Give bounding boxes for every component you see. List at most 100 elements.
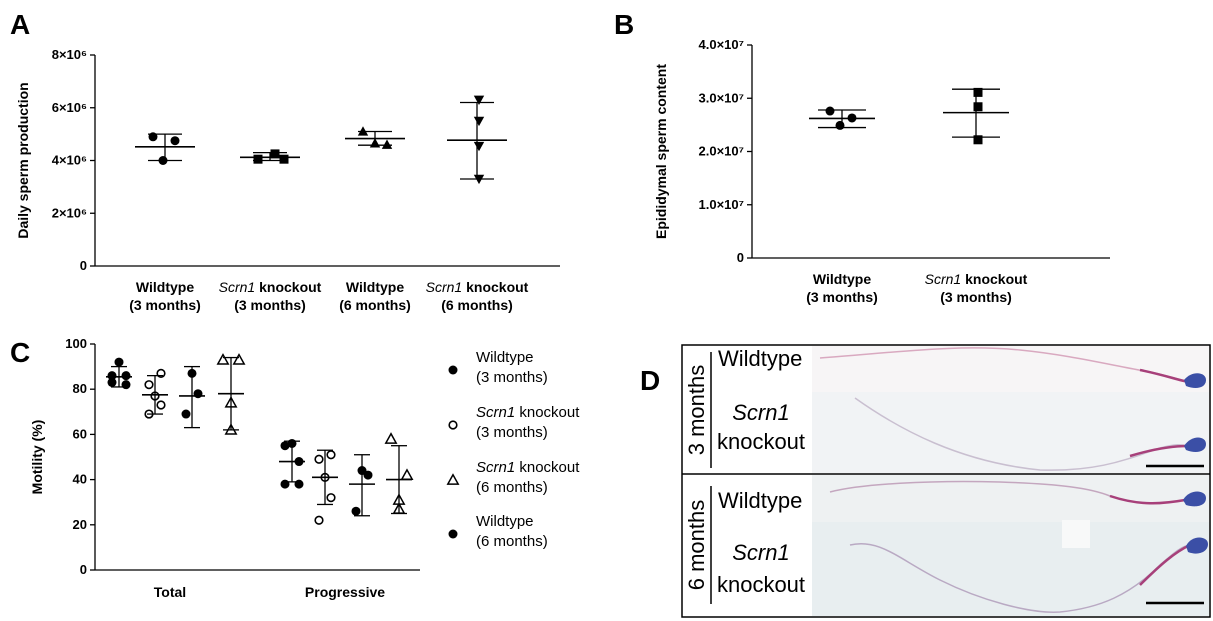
chart-b-y-title: Epididymal sperm content	[653, 64, 669, 239]
chart-c-point	[384, 432, 398, 444]
chart-c-legend-marker	[446, 473, 460, 485]
chart-c-point	[121, 380, 131, 390]
row-age-6-months: 6 months	[684, 500, 709, 591]
chart-a-y-title: Daily sperm production	[15, 82, 31, 238]
sperm-head-6m-ko	[1186, 537, 1208, 554]
chart-b-point	[825, 106, 835, 116]
chart-a-category-label: Scrn1 knockout	[219, 279, 322, 295]
chart-b-category-label: Wildtype	[813, 271, 871, 287]
chart-a-point	[473, 95, 485, 106]
chart-b-ytick-label: 2.0×10⁷	[699, 144, 745, 159]
chart-b-point	[973, 102, 983, 112]
micrograph-3m-wildtype	[812, 346, 1209, 392]
chart-b-ytick-label: 4.0×10⁷	[699, 37, 745, 52]
chart-c-point	[156, 400, 166, 410]
chart-c-point	[400, 468, 414, 480]
chart-c-point	[193, 389, 203, 399]
chart-c-legend-text: Wildtype	[476, 513, 534, 530]
chart-a-ytick-label: 2×10⁶	[52, 205, 87, 220]
chart-c-legend-gene: Scrn1	[476, 404, 515, 421]
label-3m-ko-gene: Scrn1	[732, 400, 789, 425]
chart-c-legend-text: knockout	[515, 404, 580, 421]
chart-b-category-age: (3 months)	[940, 289, 1012, 305]
sperm-midpiece-3m-ko	[1129, 444, 1189, 458]
chart-a-category-age: (3 months)	[234, 297, 306, 313]
chart-c-point	[326, 450, 336, 460]
chart-b-category-label: Scrn1 knockout	[925, 271, 1028, 287]
chart-c-legend-age: (6 months)	[476, 479, 548, 496]
chart-b-point	[835, 120, 845, 130]
chart-a-category-label: Scrn1 knockout	[426, 279, 529, 295]
chart-a-category-text: knockout	[255, 279, 321, 295]
chart-a-category-text: Wildtype	[346, 279, 404, 295]
micrograph-artifact	[1062, 520, 1090, 548]
chart-b-category-age: (3 months)	[806, 289, 878, 305]
sperm-midpiece-6m-wt	[1109, 494, 1186, 505]
chart-c-legend-marker	[448, 365, 458, 375]
chart-c-ytick-label: 80	[73, 381, 87, 396]
panel-label-d: D	[640, 365, 660, 396]
chart-c-point	[216, 353, 230, 365]
chart-a-ytick-label: 0	[80, 258, 87, 273]
chart-a-category-age: (6 months)	[441, 297, 513, 313]
chart-c-legend-text: Wildtype	[476, 349, 534, 366]
label-6m-ko-word: knockout	[717, 572, 805, 597]
chart-c-point	[351, 506, 361, 516]
chart-b-category-gene: Scrn1	[925, 271, 962, 287]
chart-c-point	[314, 515, 324, 525]
chart-c-point	[314, 454, 324, 464]
chart-a-point	[279, 154, 289, 164]
chart-c-ytick-label: 100	[65, 336, 87, 351]
chart-c-point	[280, 441, 290, 451]
row-age-3-months: 3 months	[684, 365, 709, 456]
micrograph-6m-knockout	[812, 522, 1209, 616]
chart-a-point	[473, 116, 485, 127]
chart-a-ytick-label: 4×10⁶	[52, 153, 87, 168]
panel-a-chart: 0 2×10⁶ 4×10⁶ 6×10⁶ 8×10⁶ Daily sperm product…	[15, 47, 560, 313]
chart-b-point	[973, 135, 983, 145]
chart-c-point	[121, 371, 131, 381]
chart-a-category-age: (6 months)	[339, 297, 411, 313]
label-3m-wildtype: Wildtype	[718, 346, 802, 371]
chart-a-point	[381, 139, 393, 149]
chart-c-ytick-label: 20	[73, 517, 87, 532]
chart-c-legend-label: Scrn1 knockout	[476, 459, 580, 476]
chart-a-category-gene: Scrn1	[426, 279, 463, 295]
chart-c-ytick-label: 0	[80, 562, 87, 577]
chart-c-legend-marker	[448, 529, 458, 539]
chart-c-ytick-label: 40	[73, 472, 87, 487]
sperm-head-3m-ko	[1184, 437, 1206, 452]
chart-c-point	[280, 479, 290, 489]
chart-b-point	[973, 87, 983, 97]
chart-c-point	[294, 479, 304, 489]
panel-d-micrographs: 3 months 6 months Wildtype Scrn1 knockou…	[681, 344, 1211, 618]
chart-c-legend-label: Scrn1 knockout	[476, 404, 580, 421]
sperm-head-6m-wt	[1183, 491, 1206, 507]
chart-a-point	[170, 136, 180, 146]
chart-a-ytick-label: 6×10⁶	[52, 100, 87, 115]
panel-label-b: B	[614, 9, 634, 40]
chart-c-legend-text: knockout	[515, 459, 580, 476]
chart-c-legend-age: (3 months)	[476, 424, 548, 441]
chart-a-category-text: Wildtype	[136, 279, 194, 295]
chart-c-point	[326, 493, 336, 503]
chart-b-ytick-label: 0	[737, 250, 744, 265]
chart-c-legend-marker	[448, 420, 458, 430]
chart-a-point	[253, 154, 263, 164]
chart-b-ytick-label: 1.0×10⁷	[699, 197, 745, 212]
chart-c-point	[363, 470, 373, 480]
chart-a-category-text: knockout	[462, 279, 528, 295]
chart-c-legend-gene: Scrn1	[476, 459, 515, 476]
chart-c-point	[114, 357, 124, 367]
chart-b-ytick-label: 3.0×10⁷	[699, 90, 745, 105]
sperm-midpiece-6m-ko	[1139, 543, 1191, 586]
chart-c-legend-age: (6 months)	[476, 533, 548, 550]
label-6m-ko-gene: Scrn1	[732, 540, 789, 565]
chart-c-category-label: Total	[154, 584, 186, 600]
chart-a-category-gene: Scrn1	[219, 279, 256, 295]
chart-c-ytick-label: 60	[73, 426, 87, 441]
chart-c-point	[144, 380, 154, 390]
chart-c-legend-age: (3 months)	[476, 369, 548, 386]
chart-c-category-label: Progressive	[305, 584, 385, 600]
